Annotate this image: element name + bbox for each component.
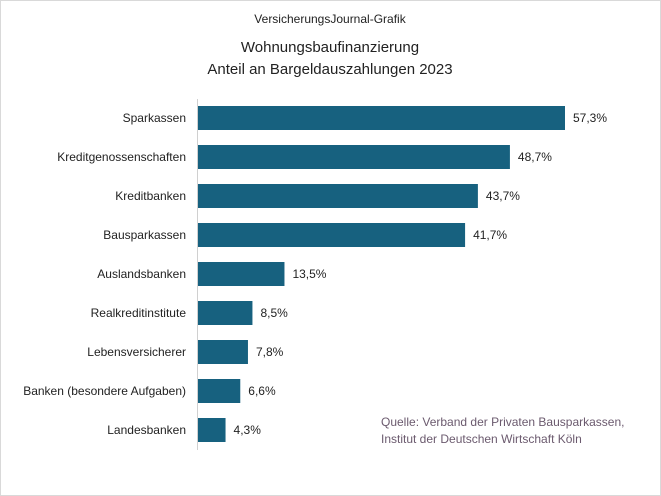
bar [198, 418, 226, 442]
data-label: 7,8% [256, 345, 284, 359]
source-line-2: Institut der Deutschen Wirtschaft Köln [381, 432, 582, 446]
data-label: 57,3% [573, 111, 607, 125]
chart-supertitle: VersicherungsJournal-Grafik [254, 12, 406, 26]
data-label: 13,5% [292, 267, 326, 281]
category-label: Banken (besondere Aufgaben) [23, 384, 186, 398]
bar [198, 223, 466, 247]
bar [198, 262, 285, 286]
data-label: 43,7% [486, 189, 520, 203]
category-label: Realkreditinstitute [91, 306, 187, 320]
category-label: Landesbanken [107, 423, 186, 437]
data-label: 6,6% [248, 384, 276, 398]
source-line-1: Quelle: Verband der Privaten Bausparkass… [381, 415, 624, 429]
bar [198, 106, 565, 130]
data-label: 8,5% [260, 306, 288, 320]
data-label: 4,3% [234, 423, 262, 437]
category-label: Auslandsbanken [97, 267, 186, 281]
category-label: Kreditgenossenschaften [57, 150, 186, 164]
chart-title-line-2: Anteil an Bargeldauszahlungen 2023 [207, 61, 452, 78]
bar [198, 340, 248, 364]
bar [198, 301, 253, 325]
bar [198, 379, 241, 403]
category-label: Lebensversicherer [87, 345, 186, 359]
bar [198, 145, 510, 169]
bar [198, 184, 478, 208]
data-label: 48,7% [518, 150, 552, 164]
category-label: Kreditbanken [115, 189, 186, 203]
category-label: Bausparkassen [103, 228, 186, 242]
category-label: Sparkassen [123, 111, 186, 125]
data-label: 41,7% [473, 228, 507, 242]
chart-title-line-1: Wohnungsbaufinanzierung [241, 39, 419, 56]
